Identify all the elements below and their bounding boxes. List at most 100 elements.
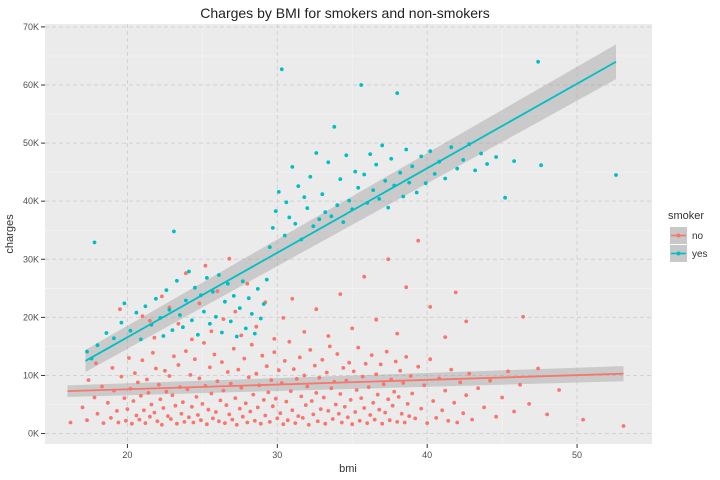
data-point-no <box>413 416 418 421</box>
data-point-no <box>175 421 179 426</box>
data-point-no <box>231 346 236 351</box>
data-point-no <box>252 418 257 423</box>
data-point-yes <box>175 278 179 283</box>
data-point-no <box>211 416 215 421</box>
data-point-no <box>187 415 191 420</box>
data-point-no <box>342 404 347 409</box>
data-point-no <box>266 390 271 395</box>
data-point-no <box>234 422 239 427</box>
data-point-no <box>196 413 200 417</box>
data-point-yes <box>353 169 358 174</box>
data-point-no <box>431 399 436 403</box>
data-point-yes <box>220 330 224 335</box>
data-point-no <box>345 415 350 420</box>
data-point-no <box>482 405 486 410</box>
data-point-no <box>212 352 217 357</box>
data-point-yes <box>414 190 419 195</box>
data-point-yes <box>305 206 310 211</box>
data-point-yes <box>154 296 158 301</box>
data-point-yes <box>225 281 230 286</box>
data-point-yes <box>311 224 316 229</box>
data-point-no <box>384 349 389 354</box>
data-point-yes <box>181 325 185 330</box>
data-point-yes <box>284 200 289 205</box>
x-axis-title: bmi <box>339 463 357 475</box>
legend-title: smoker <box>668 210 704 222</box>
data-point-no <box>443 335 448 339</box>
data-point-no <box>239 385 244 390</box>
data-point-yes <box>380 143 385 148</box>
data-point-no <box>143 421 148 425</box>
data-point-no <box>239 333 244 338</box>
data-point-yes <box>359 83 364 87</box>
data-point-no <box>194 395 199 399</box>
data-point-no <box>390 403 395 408</box>
x-tick-label: 30 <box>272 450 282 460</box>
data-point-no <box>458 380 463 385</box>
x-axis: 20 30 40 50 <box>122 444 582 460</box>
data-point-yes <box>223 299 227 304</box>
legend-item-no: no <box>670 227 704 244</box>
data-point-no <box>136 380 140 385</box>
data-point-no <box>521 314 525 319</box>
data-point-no <box>336 411 341 416</box>
data-point-no <box>110 366 115 370</box>
data-point-no <box>326 409 331 413</box>
data-point-no <box>190 404 194 409</box>
data-point-yes <box>443 176 448 181</box>
data-point-no <box>80 405 85 410</box>
data-point-yes <box>258 316 263 321</box>
data-point-no <box>395 331 400 336</box>
data-point-no <box>215 289 220 294</box>
data-point-no <box>188 373 193 377</box>
data-point-yes <box>112 336 116 341</box>
data-point-no <box>157 382 161 387</box>
data-point-no <box>557 388 561 392</box>
data-point-no <box>350 326 355 331</box>
data-point-yes <box>386 205 391 210</box>
data-point-yes <box>536 59 540 64</box>
data-point-no <box>303 403 308 407</box>
y-axis-title: charges <box>4 214 16 254</box>
data-point-no <box>176 321 181 326</box>
data-point-no <box>227 256 232 261</box>
data-point-no <box>401 381 406 385</box>
data-point-no <box>119 374 124 379</box>
data-point-yes <box>347 198 352 203</box>
data-point-no <box>318 407 323 411</box>
data-point-yes <box>377 197 382 201</box>
data-point-no <box>416 238 421 243</box>
legend-label: no <box>692 231 704 242</box>
data-point-yes <box>539 163 543 168</box>
data-point-yes <box>368 152 373 157</box>
data-point-no <box>193 357 197 362</box>
data-point-no <box>363 361 368 366</box>
data-point-no <box>407 414 412 418</box>
data-point-no <box>476 386 480 391</box>
data-point-no <box>122 396 127 400</box>
data-point-yes <box>95 343 100 348</box>
data-point-no <box>381 382 386 387</box>
data-point-no <box>233 309 238 314</box>
data-point-no <box>68 420 73 425</box>
data-point-no <box>320 357 325 362</box>
data-point-yes <box>122 301 127 306</box>
data-point-no <box>494 414 498 419</box>
data-point-no <box>233 396 238 400</box>
data-point-yes <box>335 203 340 208</box>
data-point-no <box>101 421 106 425</box>
data-point-no <box>245 420 250 425</box>
data-points <box>68 59 626 428</box>
data-point-no <box>393 359 398 364</box>
data-point-no <box>398 368 403 373</box>
data-point-no <box>404 285 409 290</box>
data-point-no <box>357 418 362 423</box>
data-point-no <box>329 386 334 391</box>
data-point-no <box>221 388 226 393</box>
data-point-no <box>158 397 163 402</box>
data-point-no <box>272 350 277 355</box>
legend-key-point <box>676 233 681 238</box>
data-point-no <box>408 374 413 378</box>
data-point-no <box>356 345 361 350</box>
data-point-no <box>184 349 188 353</box>
